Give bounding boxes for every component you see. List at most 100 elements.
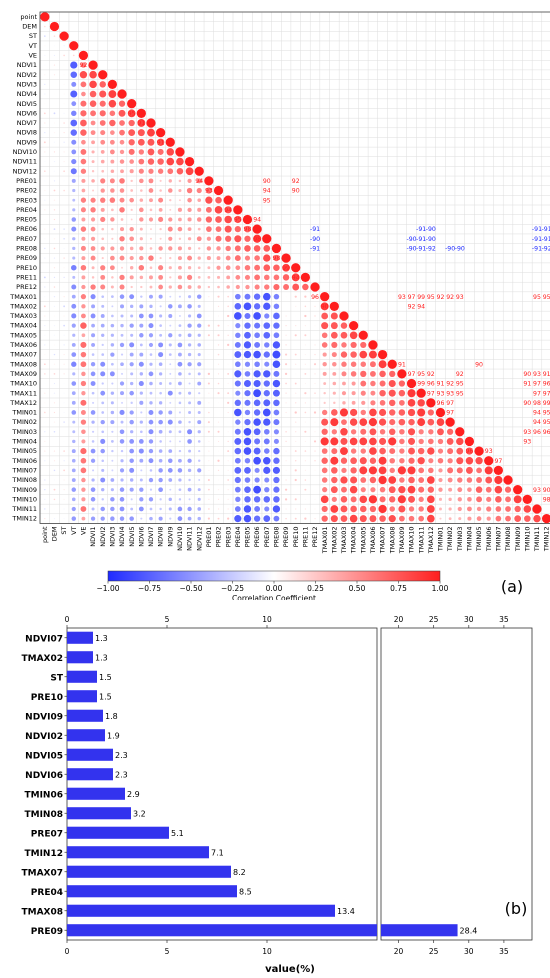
correlation-dot [197, 516, 201, 521]
correlation-dot [213, 185, 224, 196]
correlation-dot [217, 353, 220, 356]
correlation-dot [120, 420, 124, 424]
correlation-dot [304, 430, 307, 433]
correlation-dot [140, 295, 143, 298]
correlation-dot [158, 477, 163, 483]
bar [67, 807, 131, 820]
row-label: PRE12 [16, 283, 37, 291]
correlation-dot [467, 516, 472, 521]
colorbar-title: Correlation Coefficient [232, 594, 316, 600]
correlation-dot [53, 160, 56, 163]
correlation-dot [80, 100, 87, 107]
correlation-dot [81, 487, 86, 492]
correlation-dot [90, 255, 96, 261]
correlation-dot [178, 295, 181, 298]
correlation-dot [100, 284, 106, 290]
correlation-dot [168, 430, 172, 434]
correlation-dot [272, 389, 280, 397]
correlation-dot [159, 507, 162, 511]
correlation-annotation: 97 [446, 410, 454, 417]
correlation-dot [197, 353, 201, 357]
correlation-dot [187, 352, 192, 357]
correlation-dot [398, 505, 406, 513]
correlation-dot [262, 408, 271, 417]
correlation-dot [44, 35, 46, 37]
correlation-dot [224, 215, 232, 224]
correlation-dot [176, 167, 184, 175]
correlation-dot [273, 515, 280, 522]
correlation-dot [285, 450, 287, 452]
correlation-dot [80, 322, 87, 329]
correlation-dot [80, 149, 87, 155]
bar-value-label: 1.5 [99, 673, 112, 682]
correlation-dot [378, 360, 387, 369]
correlation-dot [139, 275, 144, 280]
correlation-dot [63, 382, 65, 385]
correlation-annotation: -90 [445, 246, 455, 253]
correlation-dot [63, 180, 65, 182]
correlation-dot [340, 476, 348, 484]
correlation-dot [456, 447, 464, 455]
correlation-dot [389, 448, 396, 455]
row-label: PRE08 [16, 245, 37, 253]
correlation-dot [273, 457, 280, 464]
correlation-dot [159, 257, 162, 260]
correlation-dot [110, 246, 115, 251]
correlation-dot [294, 382, 297, 385]
correlation-dot [178, 381, 182, 386]
correlation-dot [304, 305, 307, 308]
correlation-dot [304, 488, 307, 491]
correlation-dot [438, 468, 443, 473]
correlation-dot [368, 340, 378, 350]
bar-value-label: 2.3 [115, 770, 128, 779]
correlation-dot [187, 506, 192, 512]
correlation-dot [148, 313, 154, 319]
correlation-dot [514, 515, 522, 522]
correlation-dot [369, 457, 377, 464]
correlation-dot [207, 324, 211, 327]
correlation-dot [234, 380, 241, 387]
column-label: point [41, 526, 49, 543]
correlation-dot [349, 418, 358, 426]
correlation-dot [235, 390, 241, 396]
correlation-dot [44, 382, 46, 385]
correlation-dot [227, 401, 230, 404]
correlation-dot [227, 372, 230, 375]
correlation-dot [369, 476, 377, 484]
correlation-dot [314, 421, 316, 423]
correlation-dot [53, 228, 56, 230]
column-label: TMAX04 [350, 526, 358, 554]
correlation-dot [138, 439, 144, 444]
correlation-dot [208, 296, 210, 298]
correlation-dot [217, 489, 220, 491]
correlation-dot [158, 372, 163, 376]
correlation-dot [217, 508, 220, 510]
correlation-dot [101, 411, 105, 414]
correlation-dot [130, 498, 133, 501]
correlation-dot [81, 391, 86, 396]
correlation-dot [53, 170, 56, 172]
correlation-dot [295, 431, 297, 433]
correlation-dot [159, 237, 162, 240]
correlation-dot [263, 399, 271, 407]
correlation-dot [359, 437, 368, 446]
correlation-dot [159, 498, 162, 501]
correlation-dot [109, 110, 116, 117]
row-label: NDVI10 [13, 148, 37, 156]
correlation-dot [100, 438, 106, 444]
correlation-dot [178, 372, 182, 376]
correlation-dot [273, 486, 280, 493]
category-label: TMIN12 [24, 849, 63, 859]
correlation-dot [187, 217, 192, 222]
correlation-dot [140, 411, 143, 414]
correlation-dot [225, 235, 232, 242]
correlation-dot [244, 293, 251, 300]
correlation-dot [217, 382, 220, 385]
correlation-annotation: 94 [533, 410, 541, 417]
column-label: PRE03 [224, 526, 232, 547]
correlation-dot [71, 139, 77, 145]
column-label: NDVI8 [157, 526, 165, 546]
category-label: PRE07 [31, 829, 63, 839]
correlation-dot [140, 285, 143, 289]
correlation-dot [368, 350, 377, 359]
